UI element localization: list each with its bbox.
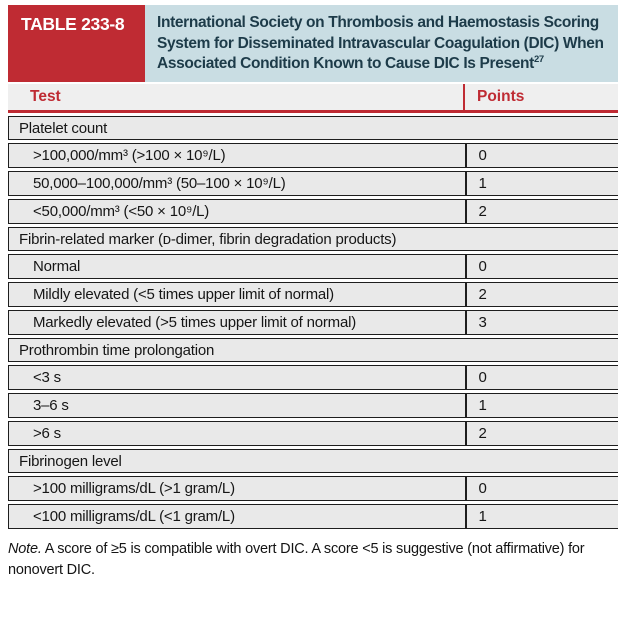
points-cell: 1 [464,172,619,195]
column-header-points: Points [463,84,618,110]
test-cell: 50,000–100,000/mm³ (50–100 × 10⁹/L) [33,175,286,192]
table-row: <3 s 0 [8,365,618,390]
test-cell: >6 s [33,425,61,442]
table-row: >100,000/mm³ (>100 × 10⁹/L) 0 [8,143,618,168]
test-cell: Normal [33,258,81,275]
points-cell: 0 [464,477,619,500]
table-row: >100 milligrams/dL (>1 gram/L) 0 [8,476,618,501]
section-header-label: Fibrinogen level [19,452,122,470]
points-cell: 0 [464,366,619,389]
reference-superscript: 27 [533,53,544,65]
test-cell: 3–6 s [33,397,69,414]
table-title-line2: System for Disseminated Intravascular Co… [157,34,604,52]
table-row: <100 milligrams/dL (<1 gram/L) 1 [8,504,618,529]
table-number-badge: TABLE 233-8 [8,5,145,82]
table-row: Normal 0 [8,254,618,279]
table-row: 50,000–100,000/mm³ (50–100 × 10⁹/L) 1 [8,171,618,196]
test-cell: Mildly elevated (<5 times upper limit of… [33,286,334,303]
points-cell: 0 [464,255,619,278]
table-title-line3-text: Associated Condition Known to Cause DIC … [157,55,534,72]
section-header-prothrombin-time: Prothrombin time prolongation [8,338,618,362]
points-cell: 3 [464,311,619,334]
section-header-label: Platelet count [19,119,108,137]
points-cell: 2 [464,200,619,223]
table-row: Mildly elevated (<5 times upper limit of… [8,282,618,307]
section-header-fibrin-related-marker: Fibrin-related marker (ᴅ-dimer, fibrin d… [8,227,618,251]
footnote-text: A score of ≥5 is compatible with overt D… [8,541,585,578]
table-title-line1: International Society on Thrombosis and … [157,14,599,31]
table-page: TABLE 233-8 International Society on Thr… [8,5,618,580]
column-header-row: Test Points [8,84,618,113]
test-cell: <3 s [33,369,61,386]
points-cell: 0 [464,144,619,167]
section-header-label: Prothrombin time prolongation [19,341,215,359]
points-cell: 2 [464,283,619,306]
test-cell: >100 milligrams/dL (>1 gram/L) [33,480,235,497]
table-title: International Society on Thrombosis and … [145,5,618,82]
table-footnote: Note. A score of ≥5 is compatible with o… [8,539,614,580]
section-header-label: Fibrin-related marker (ᴅ-dimer, fibrin d… [19,230,397,248]
table-row: 3–6 s 1 [8,393,618,418]
test-cell: >100,000/mm³ (>100 × 10⁹/L) [33,147,226,164]
points-cell: 2 [464,422,619,445]
section-header-fibrinogen-level: Fibrinogen level [8,449,618,473]
table-body: Platelet count >100,000/mm³ (>100 × 10⁹/… [8,116,618,529]
table-row: >6 s 2 [8,421,618,446]
test-cell: Markedly elevated (>5 times upper limit … [33,314,357,331]
points-cell: 1 [464,394,619,417]
table-row: <50,000/mm³ (<50 × 10⁹/L) 2 [8,199,618,224]
test-cell: <50,000/mm³ (<50 × 10⁹/L) [33,203,210,220]
footnote-label: Note. [8,541,42,557]
points-cell: 1 [464,505,619,528]
table-row: Markedly elevated (>5 times upper limit … [8,310,618,335]
table-title-line3: Associated Condition Known to Cause DIC … [157,54,610,75]
test-cell: <100 milligrams/dL (<1 gram/L) [33,508,235,525]
table-header-band: TABLE 233-8 International Society on Thr… [8,5,618,82]
column-header-test: Test [30,88,61,105]
section-header-platelet-count: Platelet count [8,116,618,140]
